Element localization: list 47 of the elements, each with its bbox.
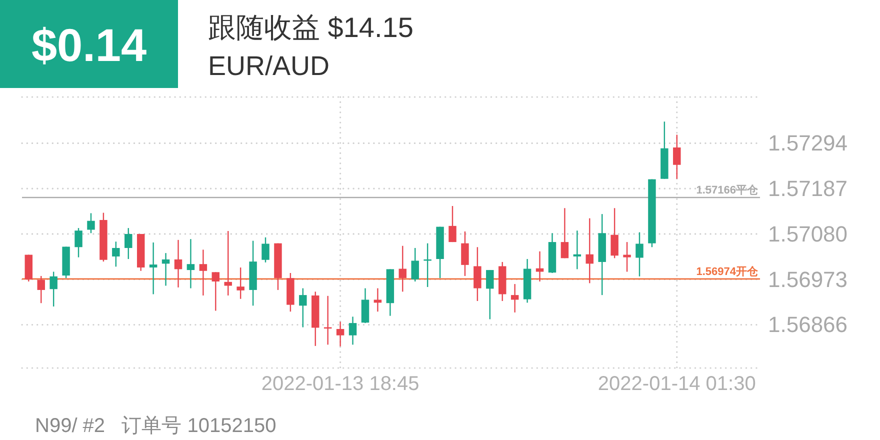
candlestick xyxy=(636,232,644,277)
candlestick xyxy=(348,316,357,346)
ref-line-label: 1.57166平仓 xyxy=(696,184,759,197)
candlestick xyxy=(411,247,419,282)
candlestick xyxy=(560,208,569,259)
candlestick xyxy=(162,252,170,286)
text: N99/ #2 订单号 10152150 xyxy=(35,415,276,437)
y-tick-label: 1.57187 xyxy=(768,176,848,202)
y-tick-label: 1.57080 xyxy=(768,221,848,246)
y-tick-label: 1.56866 xyxy=(768,312,848,338)
candlestick xyxy=(336,321,344,347)
candlestick xyxy=(461,230,469,277)
x-tick-label: 2022-01-14 01:30 xyxy=(598,373,756,395)
candlestick xyxy=(586,218,594,284)
candlestick xyxy=(262,236,270,263)
candlestick xyxy=(74,227,82,258)
ref-line-label: 1.56974开仓 xyxy=(696,264,759,278)
candlestick xyxy=(486,269,494,320)
candlestick xyxy=(236,266,244,300)
candlestick xyxy=(212,272,220,312)
x-tick-label: 2022-01-13 18:45 xyxy=(261,373,420,395)
chart-subtitle: EUR/AUD xyxy=(208,51,330,81)
y-tick-label: 1.57294 xyxy=(768,130,848,156)
candlestick xyxy=(149,242,158,295)
candlestick xyxy=(174,239,182,288)
chart-title: 跟随收益 $14.15 xyxy=(208,12,414,43)
candlestick xyxy=(199,249,208,296)
candlestick xyxy=(448,205,456,243)
candlestick xyxy=(87,212,95,234)
candlestick xyxy=(673,134,681,180)
candlestick xyxy=(623,241,631,272)
candlestick xyxy=(398,245,406,292)
candlestick xyxy=(610,208,618,259)
text: $0.14 xyxy=(31,19,147,71)
candlestick xyxy=(124,227,132,260)
y-tick-label: 1.56973 xyxy=(768,266,848,292)
candlestick xyxy=(186,238,195,289)
candlestick xyxy=(510,283,519,314)
candlestick xyxy=(299,288,307,328)
candlestick xyxy=(112,241,120,268)
candlestick xyxy=(573,230,582,270)
candlestick xyxy=(37,275,45,304)
candlestick xyxy=(224,230,232,296)
candlestick xyxy=(374,288,382,312)
candlestick xyxy=(474,246,482,302)
candlestick xyxy=(50,271,58,308)
candlestick xyxy=(361,288,370,324)
